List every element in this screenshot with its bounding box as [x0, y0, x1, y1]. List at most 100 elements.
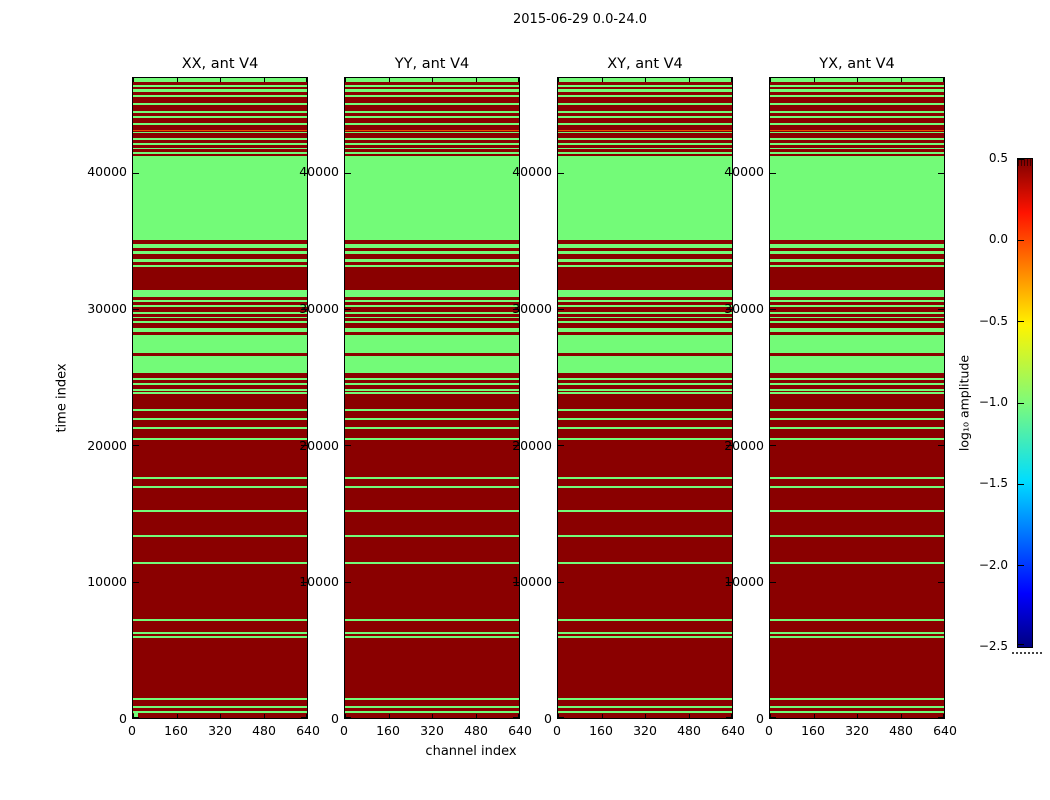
- heatmap-band: [345, 562, 519, 565]
- x-tick-label: 320: [633, 723, 657, 738]
- x-tick-mark: [306, 78, 307, 82]
- heatmap-band: [345, 147, 519, 150]
- heatmap-band: [345, 391, 519, 394]
- heatmap-band: [770, 94, 944, 97]
- heatmap-band: [770, 705, 944, 708]
- heatmap-band: [345, 321, 519, 324]
- x-tick-mark: [645, 714, 646, 718]
- y-tick-mark: [558, 581, 564, 583]
- x-tick-mark: [601, 714, 603, 718]
- heatmap-band: [770, 156, 944, 241]
- heatmap-band: [770, 321, 944, 324]
- y-tick-label: 40000: [87, 164, 127, 180]
- heatmap-band: [133, 299, 307, 302]
- heatmap-band: [770, 122, 944, 125]
- heatmap-band: [770, 88, 944, 92]
- y-tick-label: 0: [331, 711, 339, 726]
- y-tick-mark: [133, 309, 139, 311]
- heatmap-band: [558, 328, 732, 333]
- heatmap-band: [133, 142, 307, 145]
- heatmap-band: [345, 316, 519, 319]
- y-tick-mark: [558, 172, 564, 174]
- heatmap-band: [558, 142, 732, 145]
- heatmap-band: [345, 142, 519, 145]
- heatmap-band: [558, 102, 732, 105]
- y-tick-mark: [726, 717, 732, 718]
- heatmap-band: [133, 698, 307, 700]
- y-tick-label: 40000: [299, 164, 339, 180]
- heatmap-band: [345, 631, 519, 634]
- heatmap-band: [345, 102, 519, 105]
- heatmap-band: [770, 388, 944, 391]
- y-tick-label: 30000: [87, 300, 127, 316]
- heatmap-band: [558, 635, 732, 638]
- heatmap-band: [133, 328, 307, 333]
- y-tick-mark: [726, 309, 732, 311]
- heatmap-band: [558, 438, 732, 441]
- heatmap-band: [558, 131, 732, 134]
- y-tick-label: 30000: [512, 300, 552, 316]
- heatmap-band: [133, 710, 307, 713]
- x-tick-mark: [388, 78, 390, 82]
- heatmap-band: [770, 356, 944, 373]
- x-tick-mark: [263, 78, 265, 82]
- heatmap-band: [133, 356, 307, 373]
- heatmap-band: [770, 129, 944, 132]
- heatmap-panel-xy: [557, 77, 733, 719]
- x-tick-mark: [857, 714, 858, 718]
- panel-title-yy: YY, ant V4: [394, 56, 470, 72]
- y-tick-mark: [301, 445, 307, 447]
- heatmap-band: [558, 156, 732, 241]
- heatmap-band: [770, 142, 944, 145]
- y-tick-mark: [345, 445, 351, 447]
- heatmap-band: [558, 562, 732, 565]
- heatmap-band: [770, 316, 944, 319]
- x-tick-label: 640: [296, 723, 320, 738]
- heatmap-band: [133, 427, 307, 430]
- heatmap-band: [770, 151, 944, 154]
- y-tick-mark: [133, 581, 139, 583]
- heatmap-band: [345, 534, 519, 537]
- heatmap-band: [345, 335, 519, 353]
- heatmap-band: [770, 534, 944, 537]
- x-tick-label: 480: [889, 723, 913, 738]
- x-tick-label: 480: [677, 723, 701, 738]
- y-tick-mark: [770, 172, 776, 174]
- heatmap-band: [558, 110, 732, 113]
- heatmap-band: [133, 382, 307, 385]
- y-tick-mark: [726, 581, 732, 583]
- heatmap-band: [345, 510, 519, 513]
- y-tick-mark: [513, 172, 519, 174]
- heatmap-band: [133, 408, 307, 411]
- heatmap-band: [558, 84, 732, 87]
- heatmap-band: [345, 438, 519, 441]
- heatmap-band: [133, 131, 307, 134]
- heatmap-band: [133, 84, 307, 87]
- y-tick-label: 10000: [299, 574, 339, 590]
- colorbar-axis-label: log₁₀ amplitude: [956, 354, 972, 452]
- x-tick-label: 160: [376, 723, 400, 738]
- x-tick-label: 0: [765, 723, 773, 738]
- x-tick-label: 160: [801, 723, 825, 738]
- heatmap-band: [770, 265, 944, 268]
- heatmap-band: [133, 156, 307, 241]
- heatmap-band: [558, 122, 732, 125]
- heatmap-band: [558, 129, 732, 132]
- heatmap-band: [133, 391, 307, 394]
- heatmap-band: [345, 251, 519, 254]
- x-tick-mark: [345, 78, 346, 82]
- x-tick-label: 320: [845, 723, 869, 738]
- heatmap-band: [770, 131, 944, 134]
- heatmap-panel-yx: [769, 77, 945, 719]
- x-tick-mark: [943, 714, 944, 718]
- x-tick-mark: [688, 78, 690, 82]
- heatmap-band: [133, 265, 307, 268]
- x-tick-mark: [518, 78, 519, 82]
- heatmap-band: [558, 619, 732, 622]
- heatmap-band: [133, 635, 307, 638]
- y-tick-mark: [513, 717, 519, 718]
- heatmap-band: [770, 311, 944, 314]
- heatmap-band: [133, 251, 307, 254]
- x-tick-mark: [176, 714, 178, 718]
